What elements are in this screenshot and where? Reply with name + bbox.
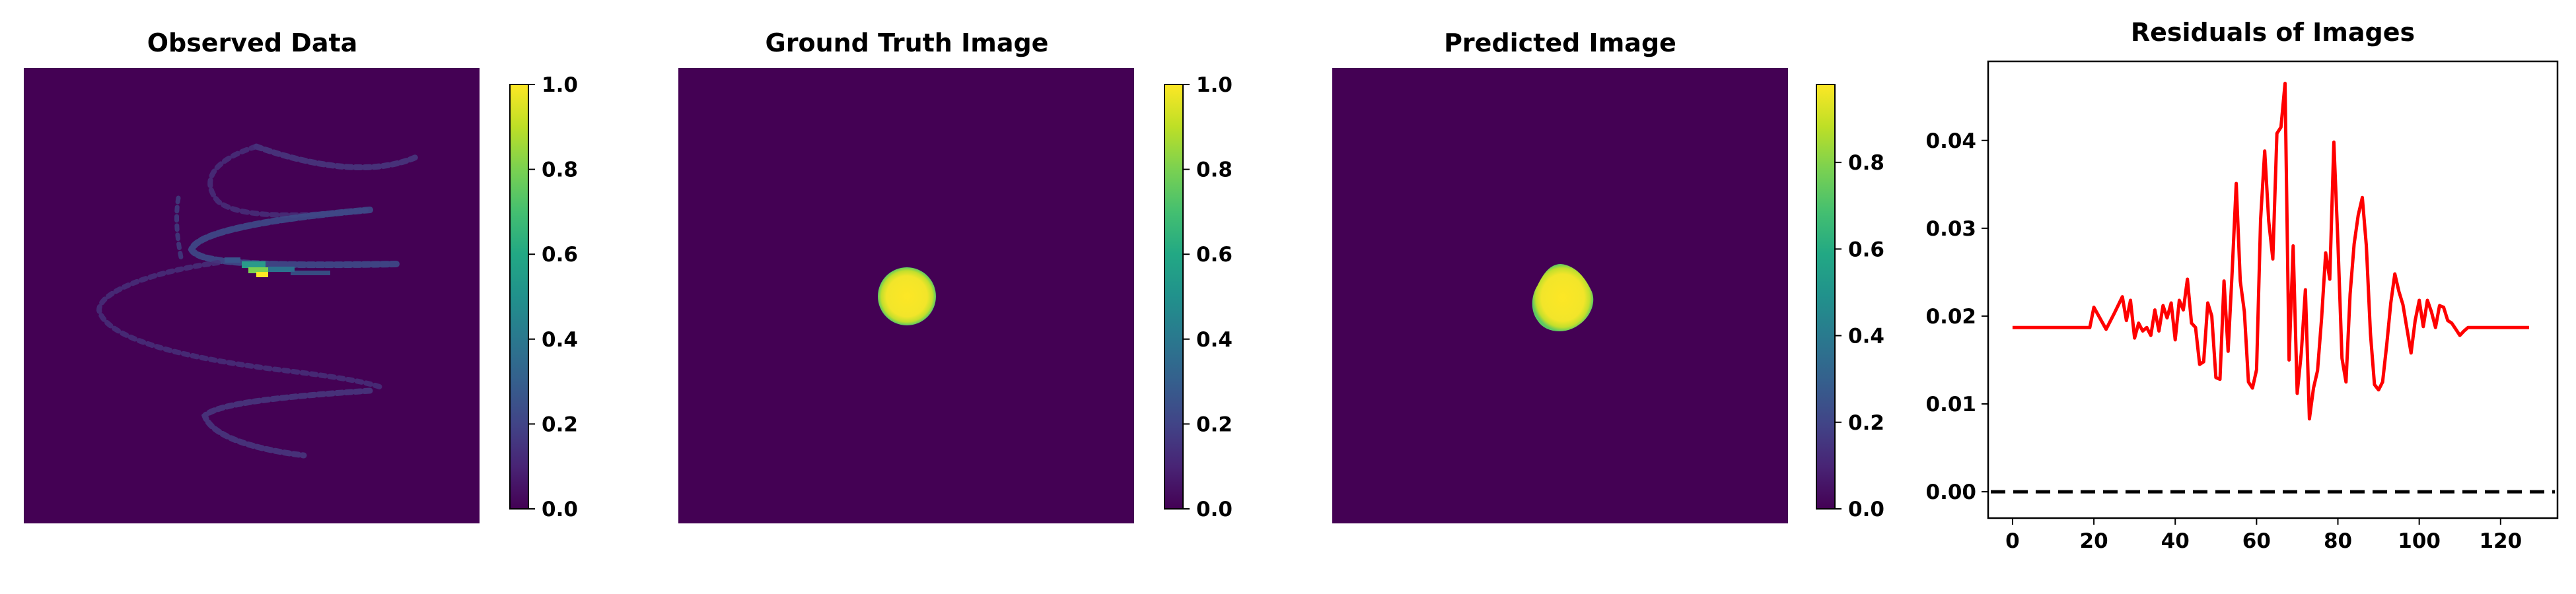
- panel-observed: Observed Data 0.0 0.2 0.4 0.6 0.8 1.0: [24, 28, 578, 523]
- colorbar-tick-label: 0.6: [542, 243, 578, 267]
- panel-ground-truth: Ground Truth Image 0.0 0.2 0.4 0.6 0.8 1.0: [678, 28, 1233, 523]
- panel-title-ground-truth: Ground Truth Image: [766, 28, 1049, 57]
- panel-residuals: Residuals of Images 0 20 40 60 80 100 1200.000…: [1926, 18, 2559, 553]
- helix-streak-upper: [253, 143, 419, 171]
- x-tick-label: 40: [2161, 529, 2190, 553]
- ground-truth-blob: [878, 267, 936, 325]
- colorbar-tick-label: 0.8: [1848, 151, 1884, 175]
- colorbar-tick-label: 1.0: [542, 73, 578, 97]
- colorbar-tick-label: 0.2: [542, 412, 578, 436]
- panel-title-observed: Observed Data: [147, 28, 358, 57]
- x-tick-label: 20: [2080, 529, 2108, 553]
- colorbar-tick-label: 0.2: [1196, 412, 1233, 436]
- colorbar-tick-label: 0.4: [542, 328, 578, 352]
- cluster-pixel: [248, 267, 268, 273]
- heatmap-observed: [24, 68, 480, 523]
- helix-streak: [96, 143, 419, 459]
- x-tick-label: 100: [2398, 529, 2441, 553]
- cluster-pixel: [242, 261, 266, 268]
- y-tick-label: 0.00: [1926, 480, 1977, 504]
- helix-streak-lower: [96, 260, 386, 391]
- x-tick-label: 120: [2479, 529, 2522, 553]
- colorbar-tick-label: 0.0: [1196, 498, 1233, 521]
- colorbar-tick-label: 0.0: [1848, 498, 1884, 521]
- predicted-blob: [1532, 264, 1594, 331]
- helix-streak-bottom: [201, 387, 373, 459]
- colorbar-tick-label: 0.0: [542, 498, 578, 521]
- y-tick-label: 0.04: [1926, 129, 1977, 153]
- colorbar-ticks-ground-truth: 0.0 0.2 0.4 0.6 0.8 1.0: [1183, 73, 1233, 521]
- colorbar-ground-truth: [1164, 84, 1184, 510]
- y-tick-label: 0.02: [1926, 305, 1977, 329]
- colorbar-predicted: [1816, 84, 1836, 510]
- colorbar-tick-label: 0.4: [1848, 325, 1884, 348]
- x-tick-label: 0: [2005, 529, 2020, 553]
- helix-streak-vertical: [174, 195, 184, 263]
- bright-cluster: [225, 257, 330, 277]
- colorbar-observed: [509, 84, 529, 510]
- residuals-ticks: 0 20 40 60 80 100 120 0.00 0.01 0.02 0.03 0.04: [1926, 129, 2522, 553]
- colorbar-tick-label: 0.6: [1848, 238, 1884, 261]
- colorbar-tick-label: 1.0: [1196, 73, 1233, 97]
- y-tick-label: 0.01: [1926, 393, 1977, 416]
- x-tick-label: 80: [2324, 529, 2352, 553]
- colorbar-tick-label: 0.8: [542, 158, 578, 182]
- residuals-series-line: [2012, 81, 2529, 421]
- cluster-pixel: [256, 272, 268, 277]
- cluster-pixel: [291, 271, 330, 275]
- colorbar-tick-label: 0.2: [1848, 411, 1884, 435]
- cluster-pixel: [225, 257, 240, 263]
- helix-streak-middle: [188, 207, 400, 269]
- colorbar-tick-label: 0.4: [1196, 328, 1233, 352]
- y-tick-label: 0.03: [1926, 217, 1977, 241]
- colorbar-tick-label: 0.6: [1196, 243, 1233, 267]
- colorbar-ticks-observed: 0.0 0.2 0.4 0.6 0.8 1.0: [528, 73, 578, 521]
- x-tick-label: 60: [2242, 529, 2271, 553]
- panel-title-predicted: Predicted Image: [1444, 28, 1676, 57]
- colorbar-ticks-predicted: 0.0 0.2 0.4 0.6 0.8: [1835, 151, 1884, 521]
- colorbar-tick-label: 0.8: [1196, 158, 1233, 182]
- panel-predicted: Predicted Image 0.0 0.2 0.4 0.6 0.8: [1332, 28, 1884, 523]
- panel-title-residuals: Residuals of Images: [2131, 18, 2415, 47]
- residuals-axes-frame: [1987, 60, 2559, 519]
- cluster-pixel: [268, 267, 295, 272]
